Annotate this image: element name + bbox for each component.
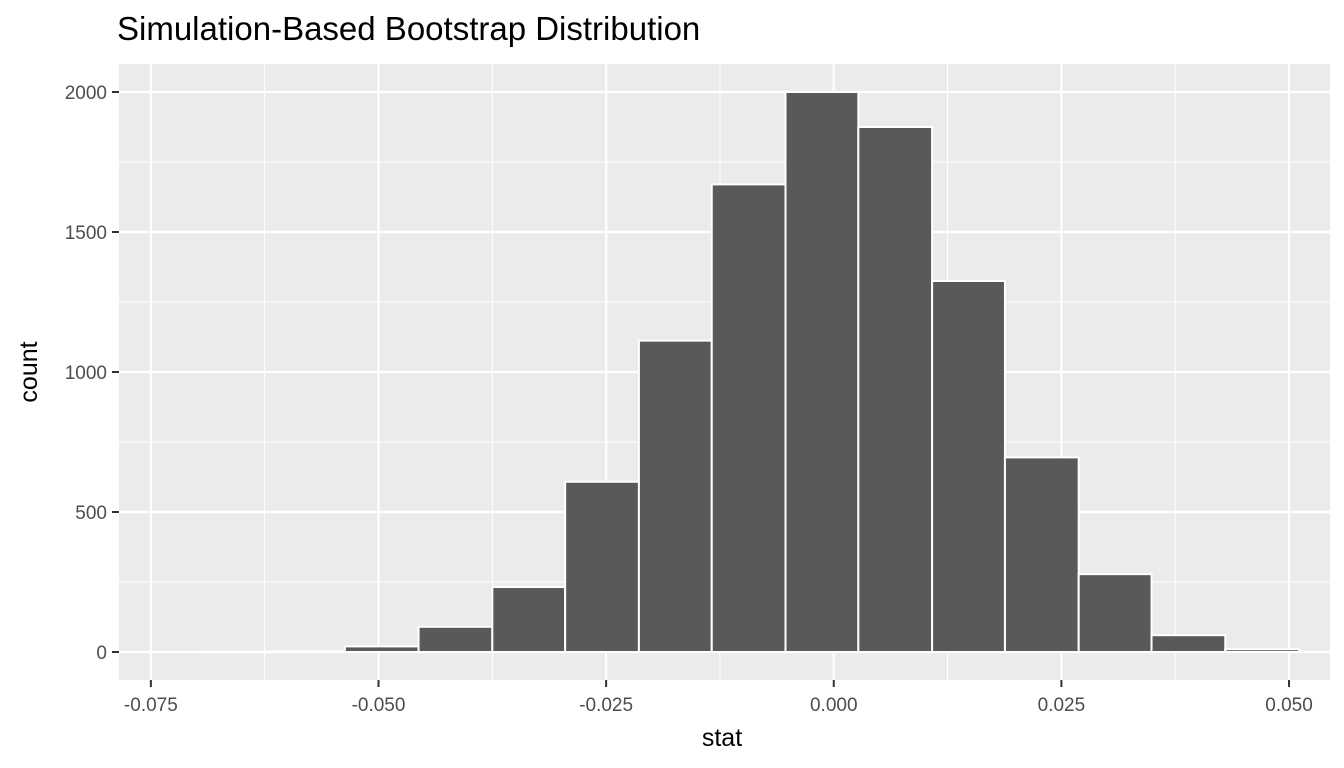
histogram-bar — [710, 183, 787, 653]
histogram-bar — [857, 126, 934, 653]
y-tick-label: 1500 — [65, 223, 107, 244]
y-axis-title: count — [15, 341, 43, 402]
histogram-bar — [784, 91, 860, 653]
y-tick-label: 0 — [96, 643, 107, 664]
histogram-bar — [1003, 456, 1080, 653]
histogram-bar — [343, 645, 420, 654]
x-tick-label: -0.025 — [579, 695, 633, 716]
y-tick-label: 500 — [75, 503, 107, 524]
histogram-bar — [1077, 573, 1153, 653]
histogram-bar — [1224, 648, 1301, 654]
histogram-bar — [270, 650, 346, 654]
histogram-bar — [417, 625, 494, 653]
x-axis-title: stat — [702, 724, 742, 752]
y-tick-label: 2000 — [65, 83, 107, 104]
histogram-bar — [564, 480, 640, 654]
y-tick-label: 1000 — [65, 363, 107, 384]
histogram-bar — [637, 339, 713, 653]
x-axis: -0.075 -0.050 -0.025 0.000 0.025 0.050 — [124, 680, 1313, 716]
chart-title: Simulation-Based Bootstrap Distribution — [117, 10, 700, 47]
histogram-bar — [491, 586, 567, 653]
histogram-bar — [931, 280, 1006, 653]
x-tick-label: 0.000 — [810, 695, 858, 716]
x-tick-label: 0.025 — [1038, 695, 1086, 716]
histogram-bar — [1150, 634, 1227, 654]
x-tick-label: -0.050 — [352, 695, 406, 716]
x-tick-label: -0.075 — [124, 695, 178, 716]
histogram-bars — [197, 91, 1301, 654]
x-tick-label: 0.050 — [1265, 695, 1313, 716]
y-axis: 0 500 1000 1500 2000 — [65, 83, 119, 664]
